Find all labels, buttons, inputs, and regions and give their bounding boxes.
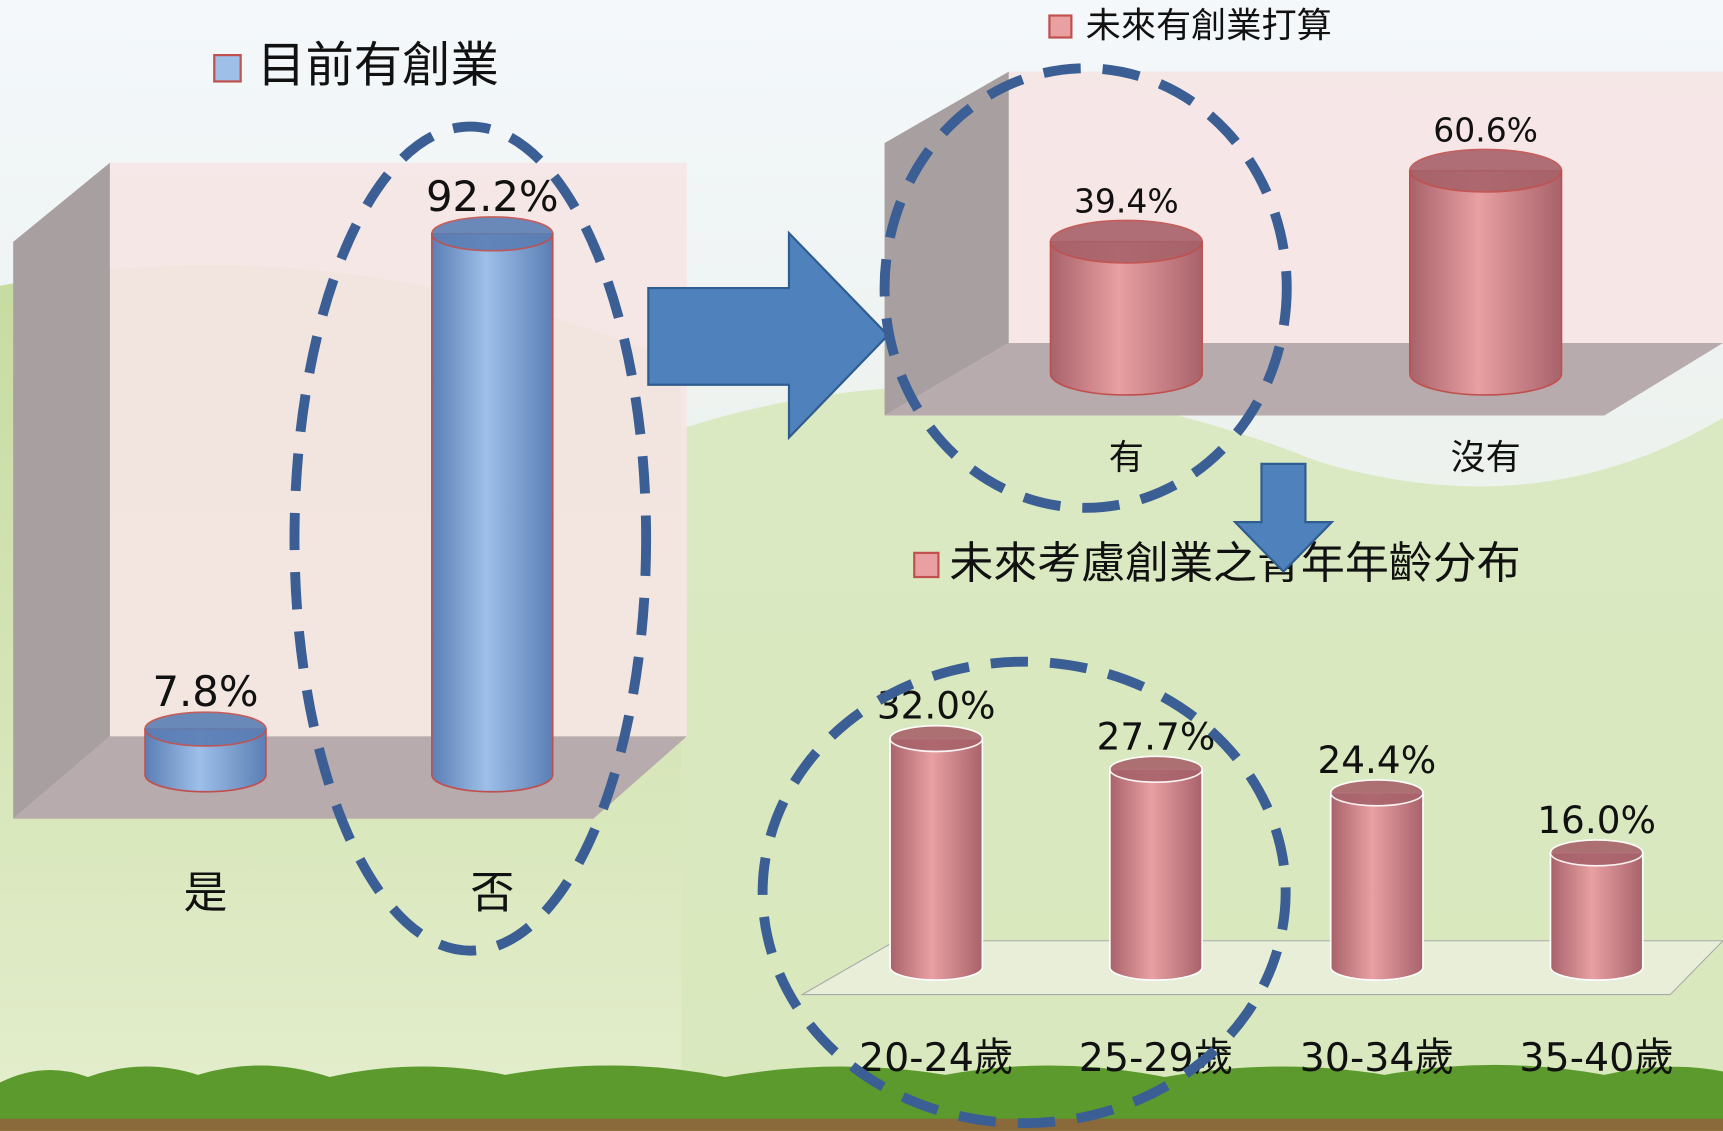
bar [1409,148,1563,396]
highlight-ellipse [757,656,1291,1129]
legend-label: 未來考慮創業之青年年齡分布 [949,538,1520,589]
cylinder-top [144,711,267,747]
cylinder-top [1049,219,1203,264]
legend-swatch [913,551,940,579]
arrow-down [1232,462,1335,574]
highlight-ellipse [289,121,652,956]
cylinder-body [144,728,267,793]
category-label: 20-24歲 [859,1035,1013,1081]
floor [13,736,687,819]
cylinder-top [1549,839,1644,867]
bar [1549,839,1644,981]
bar [889,724,984,981]
value-label: 24.4% [1318,738,1437,782]
cylinder-top [1329,779,1424,807]
cylinder-body [1549,852,1644,981]
value-label: 92.2% [426,172,559,221]
cylinder-top [1109,755,1203,784]
highlight-ellipse [879,63,1292,513]
bar [431,216,554,793]
cylinder-body [889,737,984,981]
cylinder-body [1329,792,1424,981]
hill [681,386,1723,1131]
cylinder-top [431,216,554,252]
category-label: 沒有 [1450,437,1520,478]
cylinder-body [1049,240,1203,396]
value-label: 60.6% [1433,110,1538,149]
cylinder-body [1109,768,1203,981]
side-wall [13,162,110,819]
grass [0,1064,1723,1131]
category-label: 有 [1109,437,1144,478]
arrow-right [647,230,890,441]
floor [884,342,1723,416]
ground [0,1118,1723,1131]
legend-label: 未來有創業打算 [1086,6,1332,47]
bar [1049,219,1203,396]
value-label: 27.7% [1097,714,1216,758]
category-label: 是 [184,868,228,919]
value-label: 7.8% [152,667,258,716]
charts: 目前有創業 7.8% 是 92.2% 否 未來有創業打算 39.4% 有 60.6% 沒有未來考慮… [144,6,1674,1081]
legend-label: 目前有創業 [257,37,499,93]
cylinder-body [431,232,554,793]
bar [1109,755,1203,981]
cylinder-body [1409,169,1563,396]
category-label: 35-40歲 [1519,1035,1673,1081]
category-label: 否 [470,868,514,919]
category-label: 30-34歲 [1300,1035,1454,1081]
floor [800,940,1723,996]
cylinder-top [889,724,984,753]
bar [144,711,267,793]
legend-swatch [213,53,242,83]
value-label: 16.0% [1537,798,1656,842]
value-label: 39.4% [1074,181,1179,220]
cylinder-top [1409,148,1563,193]
side-wall [884,71,1009,416]
legend-swatch [1048,14,1073,39]
bar [1329,779,1424,981]
